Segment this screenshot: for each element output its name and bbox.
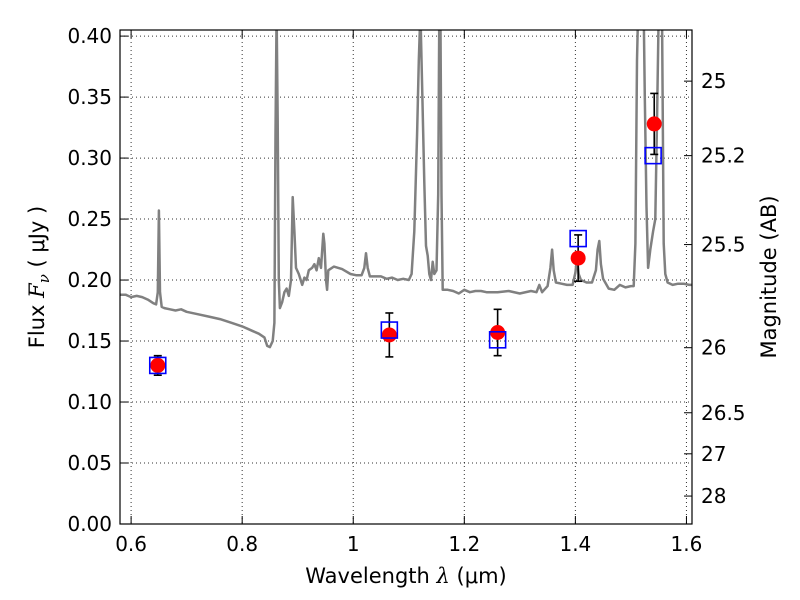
model-point bbox=[148, 356, 167, 375]
model-photometry-points bbox=[148, 146, 662, 375]
x-axis-label: Wavelength λ (μm) bbox=[305, 564, 506, 588]
y2-axis-ticks: 25 25.2 25.5 26 26.5 27 28 bbox=[684, 69, 746, 508]
model-point bbox=[380, 321, 399, 339]
y-tick-label: 0.35 bbox=[67, 85, 112, 109]
plot-background bbox=[120, 30, 692, 524]
y-tick-label: 0.20 bbox=[67, 268, 112, 292]
model-point bbox=[488, 331, 507, 349]
y2-tick-label: 26 bbox=[701, 336, 726, 360]
y2-tick-label: 26.5 bbox=[701, 401, 746, 425]
model-point bbox=[644, 146, 662, 165]
model-spectrum-line bbox=[120, 30, 692, 349]
y-axis-label: Flux Fν ( μJy ) bbox=[25, 206, 53, 348]
x-tick-label: 1.2 bbox=[448, 532, 480, 556]
y-tick-label: 0.30 bbox=[67, 146, 112, 170]
x-tick-label: 0.8 bbox=[226, 532, 258, 556]
y-tick-label: 0.40 bbox=[67, 24, 112, 48]
y-tick-label: 0.15 bbox=[67, 329, 112, 353]
y2-tick-label: 28 bbox=[701, 484, 726, 508]
x-tick-label: 1 bbox=[347, 532, 360, 556]
y-tick-label: 0.05 bbox=[67, 451, 112, 475]
y-tick-label: 0.25 bbox=[67, 207, 112, 231]
y2-axis-label: Magnitude (AB) bbox=[757, 195, 781, 358]
observed-point bbox=[150, 357, 166, 373]
y2-tick-label: 25.5 bbox=[701, 233, 746, 257]
x-tick-label: 1.6 bbox=[671, 532, 703, 556]
observed-point bbox=[570, 250, 586, 266]
x-tick-label: 1.4 bbox=[559, 532, 591, 556]
y-tick-label: 0.10 bbox=[67, 390, 112, 414]
y-axis-ticks: 0.00 0.05 0.10 0.15 0.20 0.25 0.30 0.35 0.40 bbox=[67, 24, 128, 536]
x-tick-label: 0.6 bbox=[115, 532, 147, 556]
y2-tick-label: 25 bbox=[701, 69, 726, 93]
observed-point bbox=[381, 327, 397, 343]
y-tick-label: 0.00 bbox=[67, 512, 112, 536]
model-point bbox=[569, 229, 587, 248]
observed-point bbox=[646, 116, 662, 132]
x-axis-ticks: 0.6 0.8 1 1.2 1.4 1.6 bbox=[115, 30, 702, 556]
y2-tick-label: 25.2 bbox=[701, 144, 746, 168]
plot-frame bbox=[119, 29, 693, 525]
y2-tick-label: 27 bbox=[701, 442, 726, 466]
